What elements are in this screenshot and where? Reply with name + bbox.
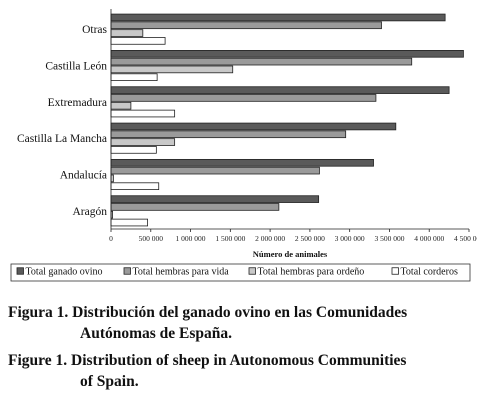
bar-andalucia-total-ganado-ovino	[110, 158, 374, 167]
bar-extremadura-total-ganado-ovino	[110, 86, 450, 94]
bar-castilla-la-mancha-total-ganado-ovino	[110, 122, 397, 131]
x-tick-label: 2 500 000	[295, 234, 325, 243]
x-tick-label: 3 500 000	[374, 234, 404, 243]
figure-caption-es: Figura 1. Distribución del ganado ovino …	[8, 302, 473, 344]
category-labels: Otras Castilla León Extremadura Castilla La…	[17, 24, 108, 218]
legend-label-total-corderos: Total corderos	[401, 267, 458, 278]
caption-es-line1: Distribución del ganado ovino en las Com…	[72, 304, 408, 321]
legend-swatch-total-ganado-ovino	[16, 267, 24, 275]
bar-extremadura-total-hembras-para-vida	[110, 94, 377, 102]
x-tick-label: 500 000	[139, 234, 164, 243]
category-label-otras: Otras	[82, 24, 107, 36]
caption-en-label: Figure 1.	[8, 352, 68, 369]
bar-aragon-total-ganado-ovino	[110, 195, 320, 203]
caption-es-label: Figura 1.	[8, 304, 69, 321]
legend-swatch-total-corderos	[391, 267, 399, 275]
bar-castilla-leon-total-corderos	[110, 73, 158, 82]
figure-caption-en: Figure 1. Distribution of sheep in Auton…	[8, 350, 473, 392]
x-tick-label: 1 500 000	[215, 234, 245, 243]
category-label-castilla-leon: Castilla León	[45, 61, 107, 73]
x-tick-label: 2 000 000	[255, 234, 285, 243]
caption-es-line2: Autónomas de España.	[80, 325, 233, 342]
legend-box	[10, 263, 471, 282]
legend-label-total-ganado-ovino: Total ganado ovino	[26, 267, 103, 278]
x-tick-label: 4 500 000	[454, 234, 477, 243]
bar-aragon-total-corderos	[110, 218, 148, 227]
x-tick-label: 1 000 000	[176, 234, 206, 243]
bar-castilla-leon-total-hembras-para-ordeno	[110, 65, 234, 74]
bar-chart: Otras Castilla León Extremadura Castilla La…	[10, 9, 477, 282]
bar-castilla-la-mancha-total-corderos	[110, 146, 157, 154]
bar-otras-total-hembras-para-vida	[110, 21, 382, 30]
legend-label-total-hembras-para-vida: Total hembras para vida	[133, 267, 230, 278]
x-tick-label: 3 000 000	[335, 234, 365, 243]
legend-label-total-hembras-para-ordeno: Total hembras para ordeño	[258, 267, 365, 278]
bar-otras-total-ganado-ovino	[110, 13, 446, 22]
bars-group	[110, 13, 464, 227]
bar-castilla-leon-total-ganado-ovino	[110, 50, 464, 58]
caption-en-line2: of Spain.	[80, 373, 139, 390]
x-axis: 0 500 000 1 000 000 1 500 000 2 000 000 2 500…	[109, 9, 477, 243]
x-tick-label: 4 000 000	[414, 234, 444, 243]
bar-extremadura-total-hembras-para-ordeno	[110, 101, 132, 110]
caption-en-line1: Distribution of sheep in Autonomous Comm…	[71, 352, 407, 369]
x-axis-title: Número de animales	[253, 249, 328, 259]
legend: Total ganado ovino Total hembras para vid…	[10, 263, 471, 282]
bar-castilla-leon-total-hembras-para-vida	[110, 57, 413, 66]
bar-otras-total-hembras-para-ordeno	[110, 29, 144, 37]
bar-andalucia-total-corderos	[110, 182, 160, 191]
bar-aragon-total-hembras-para-vida	[110, 203, 280, 211]
legend-swatch-total-hembras-para-ordeno	[248, 267, 256, 275]
category-label-castilla-la-mancha: Castilla La Mancha	[17, 133, 107, 145]
x-tick-label: 0	[109, 234, 113, 243]
bar-andalucia-total-hembras-para-vida	[110, 166, 320, 175]
bar-extremadura-total-corderos	[110, 109, 176, 118]
bar-otras-total-corderos	[110, 37, 166, 45]
legend-swatch-total-hembras-para-vida	[123, 267, 131, 275]
category-label-andalucia: Andalucía	[60, 170, 107, 182]
category-label-extremadura: Extremadura	[48, 97, 107, 109]
bar-castilla-la-mancha-total-hembras-para-ordeno	[110, 138, 176, 146]
bar-castilla-la-mancha-total-hembras-para-vida	[110, 130, 347, 139]
category-label-aragon: Aragón	[73, 206, 108, 218]
